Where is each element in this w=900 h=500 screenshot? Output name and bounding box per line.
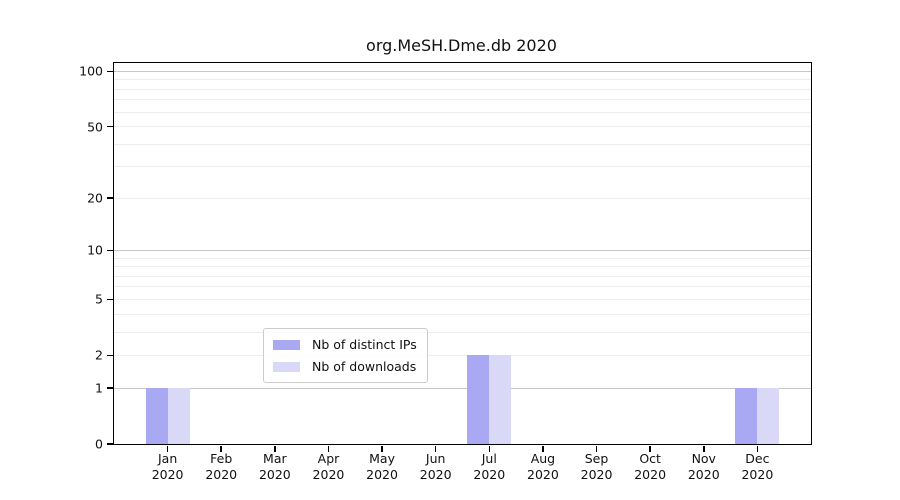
bar-nb-of-distinct-ips bbox=[735, 388, 758, 444]
y-axis-tick-label: 20 bbox=[87, 190, 103, 206]
y-axis-tick bbox=[106, 125, 113, 128]
minor-gridline bbox=[114, 166, 811, 168]
x-axis-tick bbox=[434, 445, 437, 452]
bar-nb-of-distinct-ips bbox=[467, 355, 490, 444]
bar-nb-of-downloads bbox=[489, 355, 512, 444]
x-axis-tick bbox=[220, 445, 222, 452]
minor-gridline bbox=[114, 79, 811, 81]
x-axis-month-label: Sep 2020 bbox=[580, 451, 613, 482]
y-axis-tick bbox=[106, 197, 113, 199]
minor-gridline bbox=[114, 313, 811, 315]
y-axis-tick-label: 2 bbox=[95, 347, 103, 363]
y-axis-tick bbox=[106, 354, 113, 357]
minor-gridline bbox=[114, 354, 811, 356]
y-axis-tick-label: 0 bbox=[95, 436, 103, 452]
legend-swatch-icon bbox=[273, 339, 300, 350]
x-axis-month-label: Apr 2020 bbox=[312, 451, 345, 482]
legend-label: Nb of downloads bbox=[312, 359, 417, 374]
x-axis-tick bbox=[488, 445, 491, 452]
minor-gridline bbox=[114, 331, 811, 333]
bar-nb-of-downloads bbox=[757, 388, 780, 444]
x-axis-month-label: Oct 2020 bbox=[634, 451, 667, 482]
bar-nb-of-distinct-ips bbox=[145, 388, 168, 444]
y-axis-tick bbox=[106, 443, 113, 445]
legend: Nb of distinct IPs Nb of downloads bbox=[263, 328, 428, 383]
y-axis-tick-label: 50 bbox=[87, 119, 103, 135]
y-axis-tick-label: 1 bbox=[95, 380, 103, 396]
y-axis-tick bbox=[106, 70, 113, 73]
x-axis-tick bbox=[703, 445, 705, 452]
x-axis-month-label: Nov 2020 bbox=[687, 451, 720, 482]
legend-label: Nb of distinct IPs bbox=[312, 337, 417, 352]
minor-gridline bbox=[114, 88, 811, 90]
y-axis-tick bbox=[106, 298, 113, 301]
plot-area: 0 1 2 5 10 20 50 100 Jan 2020 Feb 2020 Mar 2020 Apr… bbox=[79, 62, 812, 482]
legend-item: Nb of downloads bbox=[273, 357, 417, 376]
minor-gridline bbox=[114, 286, 811, 288]
x-axis-month-label: Jul 2020 bbox=[473, 451, 506, 482]
minor-gridline bbox=[114, 126, 811, 128]
x-axis-tick bbox=[756, 445, 759, 452]
minor-gridline bbox=[114, 298, 811, 300]
minor-gridline bbox=[114, 143, 811, 145]
x-axis-month-label: May 2020 bbox=[366, 451, 398, 482]
x-axis-tick bbox=[542, 445, 544, 452]
major-gridline bbox=[114, 249, 811, 251]
minor-gridline bbox=[114, 197, 811, 199]
x-axis-month-label: Mar 2020 bbox=[258, 451, 291, 482]
x-axis-tick bbox=[274, 445, 276, 452]
chart-title: org.MeSH.Dme.db 2020 bbox=[366, 36, 557, 55]
x-axis-tick bbox=[381, 445, 383, 452]
y-axis-tick-label: 100 bbox=[79, 63, 103, 79]
legend-item: Nb of distinct IPs bbox=[273, 335, 417, 354]
major-gridline bbox=[114, 387, 811, 389]
x-axis-tick bbox=[327, 445, 330, 452]
bar-nb-of-downloads bbox=[167, 388, 190, 444]
minor-gridline bbox=[114, 266, 811, 268]
major-gridline bbox=[114, 70, 811, 72]
x-axis-month-label: Jan 2020 bbox=[151, 451, 184, 482]
legend-swatch-icon bbox=[273, 361, 300, 372]
minor-gridline bbox=[114, 275, 811, 277]
x-axis-month-label: Feb 2020 bbox=[205, 451, 238, 482]
y-axis-tick-label: 10 bbox=[87, 242, 103, 258]
y-axis-tick bbox=[106, 249, 113, 252]
x-axis-month-label: Dec 2020 bbox=[741, 451, 774, 482]
x-axis-tick bbox=[166, 445, 169, 452]
y-axis-tick-label: 5 bbox=[95, 291, 103, 307]
x-axis-tick bbox=[595, 445, 598, 452]
minor-gridline bbox=[114, 257, 811, 259]
y-axis-tick bbox=[106, 387, 113, 389]
minor-gridline bbox=[114, 111, 811, 113]
minor-gridline bbox=[114, 99, 811, 101]
x-axis-month-label: Jun 2020 bbox=[419, 451, 452, 482]
x-axis-month-label: Aug 2020 bbox=[527, 451, 559, 482]
x-axis-tick bbox=[649, 445, 651, 452]
